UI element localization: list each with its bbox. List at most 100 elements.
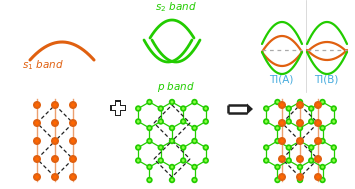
Circle shape [33,101,41,109]
Circle shape [310,120,313,123]
Circle shape [204,107,207,110]
Circle shape [265,107,268,110]
Circle shape [308,118,315,125]
Circle shape [274,138,281,144]
Circle shape [276,166,279,168]
Circle shape [331,144,337,151]
Circle shape [285,118,292,125]
Circle shape [263,144,269,151]
Polygon shape [247,104,253,115]
Circle shape [191,125,198,131]
Circle shape [203,105,209,112]
Circle shape [287,146,290,149]
Circle shape [148,179,151,181]
Circle shape [299,179,301,181]
Circle shape [263,118,269,125]
Circle shape [180,118,186,125]
Circle shape [204,146,207,149]
Circle shape [276,101,279,103]
Circle shape [310,146,313,149]
Circle shape [297,99,303,105]
Circle shape [278,119,286,127]
Circle shape [35,103,39,107]
Circle shape [319,177,326,183]
Circle shape [278,155,286,163]
Circle shape [319,99,326,105]
Circle shape [297,125,303,131]
Bar [110,105,126,111]
Circle shape [314,155,322,163]
Circle shape [182,159,185,162]
Circle shape [308,144,315,151]
Circle shape [265,146,268,149]
Circle shape [69,137,77,145]
Circle shape [170,179,174,181]
Circle shape [285,144,292,151]
Circle shape [169,138,175,144]
Circle shape [158,105,164,112]
Circle shape [148,101,151,103]
Text: $p$ band: $p$ band [157,80,195,94]
Circle shape [159,120,162,123]
Circle shape [299,101,301,103]
Circle shape [314,101,322,109]
Circle shape [51,155,59,163]
Circle shape [159,159,162,162]
Circle shape [263,157,269,164]
Circle shape [35,121,39,125]
Circle shape [299,166,301,168]
Circle shape [280,139,284,143]
Circle shape [319,164,326,170]
Circle shape [71,157,75,161]
Text: $s_1$ band: $s_1$ band [22,58,64,72]
Circle shape [53,175,57,179]
Circle shape [310,107,313,110]
Circle shape [299,139,301,143]
Circle shape [285,157,292,164]
Circle shape [308,157,315,164]
Circle shape [146,125,153,131]
Circle shape [170,166,174,168]
Circle shape [296,119,304,127]
Circle shape [331,157,337,164]
Circle shape [137,146,140,149]
Circle shape [137,120,140,123]
Circle shape [71,139,75,143]
Circle shape [135,105,141,112]
Circle shape [137,107,140,110]
Circle shape [287,107,290,110]
Circle shape [274,125,281,131]
Circle shape [297,164,303,170]
Circle shape [296,137,304,145]
Circle shape [137,159,140,162]
Circle shape [71,121,75,125]
Circle shape [33,137,41,145]
Circle shape [33,119,41,127]
Circle shape [191,138,198,144]
Circle shape [69,119,77,127]
Circle shape [280,103,284,107]
Circle shape [285,105,292,112]
Circle shape [170,139,174,143]
Circle shape [332,159,335,162]
Circle shape [159,146,162,149]
Text: $s_2$ band: $s_2$ band [155,0,197,14]
Circle shape [169,125,175,131]
Circle shape [265,120,268,123]
Circle shape [296,173,304,181]
Circle shape [180,105,186,112]
Circle shape [298,175,302,179]
Circle shape [278,101,286,109]
Circle shape [191,164,198,170]
Circle shape [204,159,207,162]
Circle shape [316,121,320,125]
Circle shape [332,120,335,123]
Circle shape [298,157,302,161]
Circle shape [51,101,59,109]
Bar [115,100,121,116]
Circle shape [148,139,151,143]
Circle shape [193,179,196,181]
Circle shape [193,166,196,168]
Circle shape [308,105,315,112]
Circle shape [148,166,151,168]
